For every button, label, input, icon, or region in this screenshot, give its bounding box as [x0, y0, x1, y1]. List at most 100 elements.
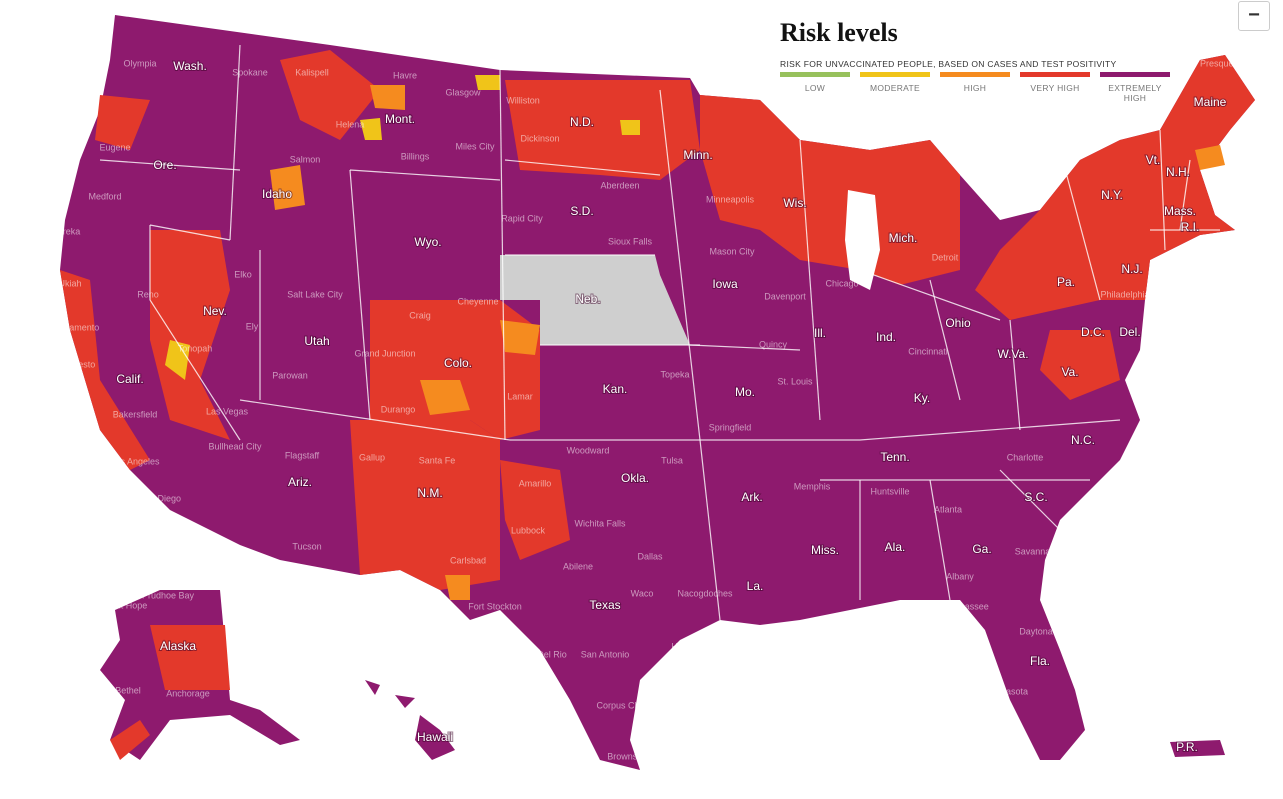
state-label: Wash. — [173, 59, 207, 73]
city-label: Rapid City — [501, 213, 543, 223]
region-very-high — [280, 50, 380, 140]
city-label: Elko — [234, 269, 252, 279]
state-label: Idaho — [262, 187, 292, 201]
city-label: Glasgow — [445, 87, 481, 97]
state-border — [504, 159, 661, 176]
state-label: Miss. — [811, 543, 839, 557]
region-very-high — [505, 80, 700, 180]
region-very-high — [60, 270, 150, 470]
legend-swatch — [940, 72, 1010, 77]
state-label: R.I. — [1181, 220, 1200, 234]
state-label: Ariz. — [288, 475, 312, 489]
city-label: Nacogdoches — [677, 588, 733, 598]
city-label: Grand Junction — [354, 348, 415, 358]
state-border — [99, 159, 241, 171]
state-label: Wis. — [783, 196, 806, 210]
state-border — [349, 169, 371, 421]
city-label: Lamar — [507, 391, 533, 401]
title: Risk levels — [780, 18, 898, 47]
state-label: S.D. — [570, 204, 593, 218]
legend-item: EXTREMELY HIGH — [1100, 72, 1170, 103]
region-high — [270, 165, 305, 210]
city-label: St. Louis — [777, 376, 813, 386]
lake — [845, 190, 880, 290]
city-label: Havre — [393, 70, 417, 80]
city-label: Olympia — [123, 58, 156, 68]
region-very-high — [975, 55, 1255, 320]
state-label: Kan. — [603, 382, 628, 396]
city-label: Daytona Beach — [1019, 626, 1081, 636]
legend-swatch — [780, 72, 850, 77]
legend-item: VERY HIGH — [1020, 72, 1090, 103]
region-very-high — [370, 300, 540, 440]
state-border — [659, 89, 701, 441]
state-border — [999, 469, 1061, 531]
city-label: Bakersfield — [113, 409, 158, 419]
city-label: Fort Stockton — [468, 601, 522, 611]
city-label: Key West — [1031, 762, 1070, 772]
state-border — [929, 479, 951, 601]
city-label: Prudhoe Bay — [142, 590, 195, 600]
city-label: Sarasota — [992, 686, 1028, 696]
city-label: Los Angeles — [110, 456, 160, 466]
state-label: W.Va. — [997, 347, 1028, 361]
city-label: Presque Isle — [1200, 58, 1250, 68]
state-label: Nev. — [203, 304, 227, 318]
city-label: Durango — [381, 404, 416, 414]
city-label: Medford — [88, 191, 121, 201]
city-label: Memphis — [794, 481, 831, 491]
city-label: Philadelphia — [1100, 289, 1149, 299]
city-label: Las Vegas — [206, 406, 249, 416]
state-border — [699, 439, 721, 621]
state-label: Ohio — [945, 316, 971, 330]
city-label: Salmon — [290, 154, 321, 164]
hawaii-island — [365, 680, 380, 695]
legend-item: MODERATE — [860, 72, 930, 103]
city-label: Springfield — [709, 422, 752, 432]
region-very-high — [700, 95, 960, 285]
state-label: Wyo. — [414, 235, 441, 249]
city-label: Huntsville — [870, 486, 909, 496]
city-label: Tonopah — [178, 343, 213, 353]
region-very-high — [95, 95, 150, 150]
state-label: Ala. — [885, 540, 906, 554]
legend-label: LOW — [804, 83, 826, 93]
city-label: Aberdeen — [600, 180, 639, 190]
city-label: Carlsbad — [450, 555, 486, 565]
legend-label: VERY HIGH — [1030, 83, 1080, 93]
region-very-high — [150, 625, 230, 690]
city-label: Santa Fe — [419, 455, 456, 465]
city-label: Woodward — [567, 445, 610, 455]
city-label: Bullhead City — [208, 441, 262, 451]
city-label: Eureka — [52, 226, 81, 236]
city-label: Wichita Falls — [574, 518, 626, 528]
legend-item: HIGH — [940, 72, 1010, 103]
state-label: S.C. — [1024, 490, 1047, 504]
city-label: Gallup — [359, 452, 385, 462]
state-border — [499, 69, 506, 441]
state-label: Mass. — [1164, 204, 1196, 218]
city-label: Point Hope — [103, 600, 148, 610]
state-label: Colo. — [444, 356, 472, 370]
city-label: Del Rio — [537, 649, 567, 659]
region-very-high — [500, 460, 570, 560]
city-label: Lubbock — [511, 525, 546, 535]
state-label: Del. — [1119, 325, 1140, 339]
state-label: D.C. — [1081, 325, 1105, 339]
state-label: Maine — [1194, 95, 1227, 109]
city-label: Houston — [671, 641, 705, 651]
city-label: Eugene — [99, 142, 130, 152]
hawaii-island — [415, 715, 455, 760]
city-label: Miles City — [455, 141, 495, 151]
city-label: Topeka — [660, 369, 689, 379]
legend-item: LOW — [780, 72, 850, 103]
city-label: Davenport — [764, 291, 806, 301]
state-label: Mich. — [889, 231, 918, 245]
state-border — [689, 344, 801, 351]
city-label: Minneapolis — [706, 194, 755, 204]
zoom-out-button[interactable]: − — [1238, 1, 1270, 31]
city-label: Bethel — [115, 685, 141, 695]
state-label: N.M. — [417, 486, 442, 500]
state-label: Minn. — [683, 148, 712, 162]
state-label: Alaska — [160, 639, 196, 653]
